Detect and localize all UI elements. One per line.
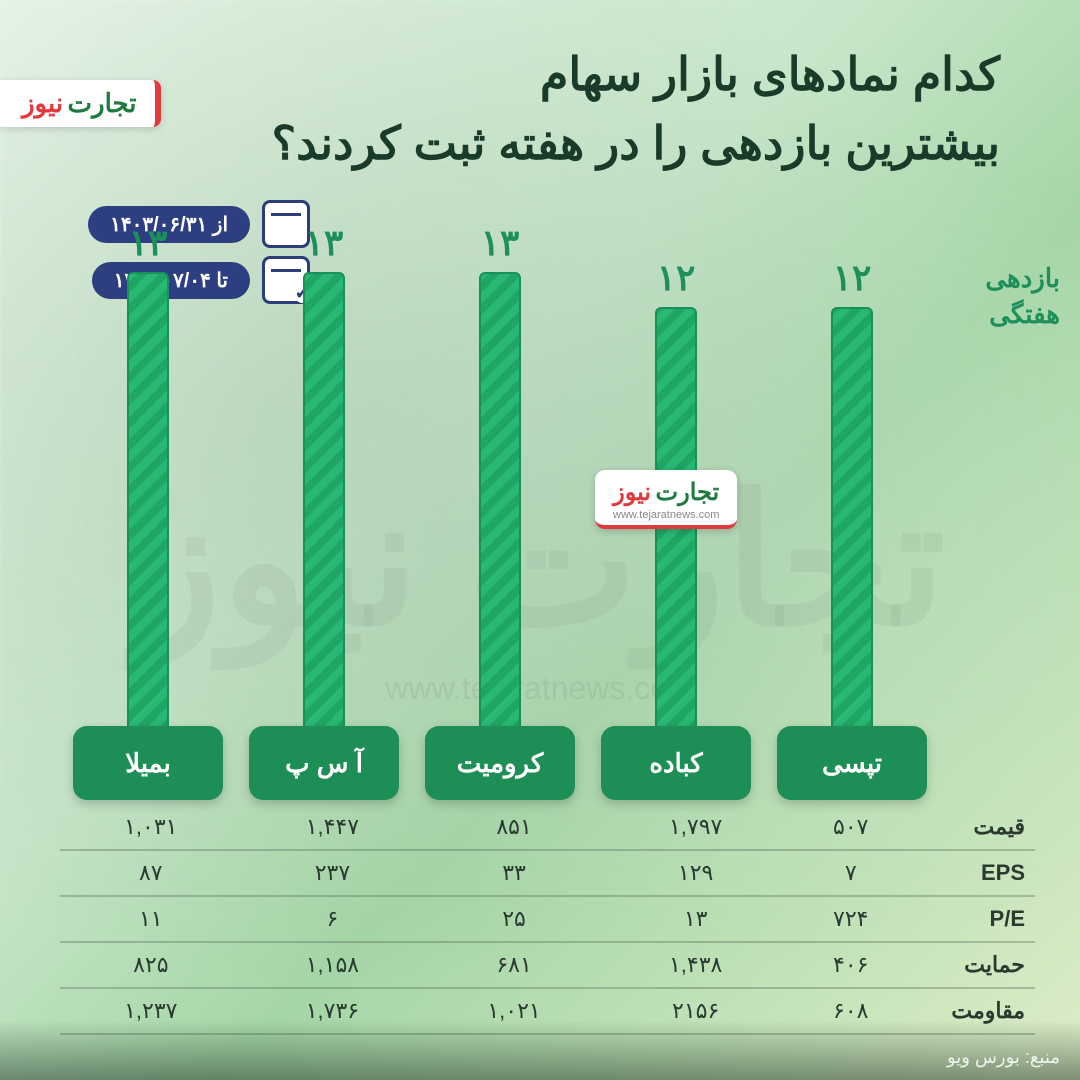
row-header: P/E — [915, 896, 1035, 942]
row-header: حمایت — [915, 942, 1035, 988]
bar-column: ۱۳ آ س پ — [249, 222, 399, 800]
header: کدام نمادهای بازار سهام بیشترین بازدهی ر… — [0, 40, 1080, 178]
y-axis-label: بازدهی هفتگی — [985, 260, 1060, 333]
table-cell: ۱۳ — [605, 896, 787, 942]
table-cell: ۷۲۴ — [786, 896, 915, 942]
table-row: P/E۷۲۴۱۳۲۵۶۱۱ — [60, 896, 1035, 942]
table-cell: ۱۱ — [60, 896, 242, 942]
table-cell: ۸۷ — [60, 850, 242, 896]
brand-sub-center: نیوز — [613, 479, 651, 506]
bar-label: کباده — [601, 726, 751, 800]
bottom-fade — [0, 1020, 1080, 1080]
bar-column: ۱۲ تپسی — [777, 257, 927, 800]
source-label: منبع: بورس ویو — [947, 1047, 1060, 1068]
table-cell: ۱,۴۴۷ — [242, 805, 424, 850]
table-cell: ۱,۷۹۷ — [605, 805, 787, 850]
brand-url-center: www.tejaratnews.com — [613, 509, 719, 521]
title-line-1: کدام نمادهای بازار سهام — [0, 40, 1000, 109]
table-cell: ۶۸۱ — [423, 942, 605, 988]
table-row: EPS۷۱۲۹۳۳۲۳۷۸۷ — [60, 850, 1035, 896]
bar-value: ۱۲ — [833, 257, 872, 299]
bar-label: تپسی — [777, 726, 927, 800]
table-cell: ۱۲۹ — [605, 850, 787, 896]
bar-value: ۱۳ — [305, 222, 344, 264]
row-header: EPS — [915, 850, 1035, 896]
table-row: قیمت۵۰۷۱,۷۹۷۸۵۱۱,۴۴۷۱,۰۳۱ — [60, 805, 1035, 850]
table-cell: ۲۵ — [423, 896, 605, 942]
table-cell: ۱,۰۳۱ — [60, 805, 242, 850]
table-cell: ۵۰۷ — [786, 805, 915, 850]
bar-column: ۱۳ کرومیت — [425, 222, 575, 800]
table-cell: ۸۵۱ — [423, 805, 605, 850]
bar — [303, 272, 345, 732]
table-cell: ۴۰۶ — [786, 942, 915, 988]
table-cell: ۸۲۵ — [60, 942, 242, 988]
table-cell: ۶ — [242, 896, 424, 942]
table-cell: ۲۳۷ — [242, 850, 424, 896]
table-cell: ۱,۱۵۸ — [242, 942, 424, 988]
bar-value: ۱۳ — [481, 222, 520, 264]
bar — [479, 272, 521, 732]
bar-label: کرومیت — [425, 726, 575, 800]
bar — [127, 272, 169, 732]
brand-main-center: تجارت — [656, 479, 720, 506]
table-cell: ۳۳ — [423, 850, 605, 896]
y-axis-label-l2: هفتگی — [985, 296, 1060, 332]
chart-area: ۱۳ بمیلا ۱۳ آ س پ ۱۳ کرومیت ۱۲ کباده ۱۲ … — [60, 220, 940, 800]
bar-value: ۱۳ — [129, 222, 168, 264]
y-axis-label-l1: بازدهی — [985, 260, 1060, 296]
table-cell: ۱,۴۳۸ — [605, 942, 787, 988]
bar-value: ۱۲ — [657, 257, 696, 299]
bar-label: آ س پ — [249, 726, 399, 800]
bar-column: ۱۳ بمیلا — [73, 222, 223, 800]
table-row: حمایت۴۰۶۱,۴۳۸۶۸۱۱,۱۵۸۸۲۵ — [60, 942, 1035, 988]
bar — [831, 307, 873, 732]
row-header: قیمت — [915, 805, 1035, 850]
title-line-2: بیشترین بازدهی را در هفته ثبت کردند؟ — [0, 109, 1000, 178]
data-table: قیمت۵۰۷۱,۷۹۷۸۵۱۱,۴۴۷۱,۰۳۱EPS۷۱۲۹۳۳۲۳۷۸۷P… — [60, 805, 1035, 1035]
bar-label: بمیلا — [73, 726, 223, 800]
brand-logo-center: تجارت نیوز www.tejaratnews.com — [595, 470, 737, 529]
table-cell: ۷ — [786, 850, 915, 896]
